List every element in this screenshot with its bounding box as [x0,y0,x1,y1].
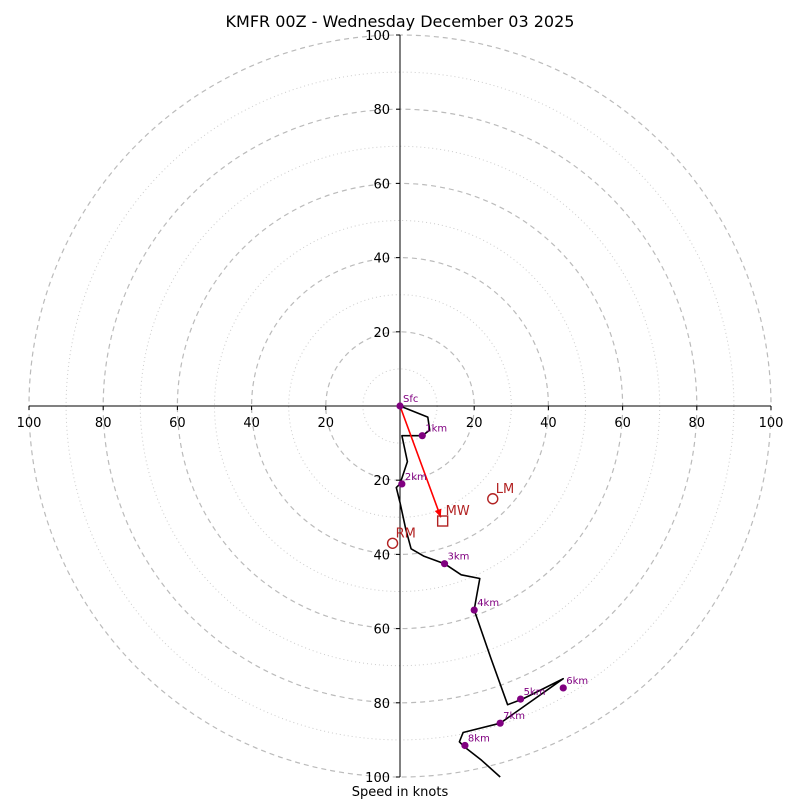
height-marker-label: 4km [477,598,499,609]
y-tick-label: 60 [373,177,390,192]
storm-lm-marker [487,493,499,505]
height-marker-label: Sfc [403,394,418,405]
x-tick-label: 100 [17,416,42,431]
height-marker-dot [559,684,567,692]
storm-mw-label: MW [446,504,470,519]
height-marker-dot [470,606,478,614]
storm-rm-label: RM [396,526,416,541]
height-marker-label: 2km [405,472,427,483]
height-markers: Sfc 1km 2km 3km 4km 5km 6km 7km 8km [396,394,588,750]
storm-lm-label: LM [496,482,514,497]
height-marker-dot [516,695,525,703]
x-tick-label: 40 [243,416,260,431]
y-tick-label: 60 [373,623,390,638]
x-tick-label: 80 [689,416,706,431]
storm-motion-points: LM MW RM [386,482,514,549]
height-marker-dot [496,719,504,727]
height-marker-label: 8km [468,733,490,744]
height-marker-label: 6km [566,676,588,687]
x-axis-label: Speed in knots [352,785,449,800]
x-tick-label: 60 [169,416,186,431]
storm-motion-arrowhead [434,508,442,518]
tick-labels: 100 80 60 40 20 20 40 60 80 100 100 80 60 40 20 20 40 60 8… [17,29,784,786]
height-marker-dot [440,560,449,568]
storm-motion-arrow-line [399,405,442,518]
height-marker-label: 1km [425,424,447,435]
height-marker-dot [418,432,426,440]
y-tick-label: 40 [373,252,390,267]
height-marker-dot [398,480,406,488]
y-tick-label: 80 [373,697,390,712]
height-marker-label: 5km [524,687,546,698]
x-tick-label: 20 [466,416,483,431]
y-tick-label: 100 [365,771,390,786]
height-marker-label: 7km [503,711,525,722]
height-marker-dot [461,741,469,750]
wind-trace [395,405,565,778]
height-marker-dot [396,402,404,410]
x-tick-label: 60 [614,416,631,431]
storm-motion-arrow [399,405,442,518]
storm-mw-marker [436,515,449,527]
chart-title: KMFR 00Z - Wednesday December 03 2025 [226,12,575,31]
wind-trace-line [395,405,565,778]
storm-rm-marker [386,537,399,549]
y-tick-label: 20 [373,326,390,341]
x-tick-label: 80 [95,416,112,431]
y-tick-label: 80 [373,103,390,118]
y-tick-label: 40 [373,548,390,563]
x-tick-label: 20 [318,416,335,431]
x-tick-label: 40 [540,416,557,431]
x-tick-label: 100 [759,416,784,431]
height-marker-label: 3km [448,552,470,563]
y-tick-label: 20 [373,474,390,489]
y-tick-label: 100 [365,29,390,44]
